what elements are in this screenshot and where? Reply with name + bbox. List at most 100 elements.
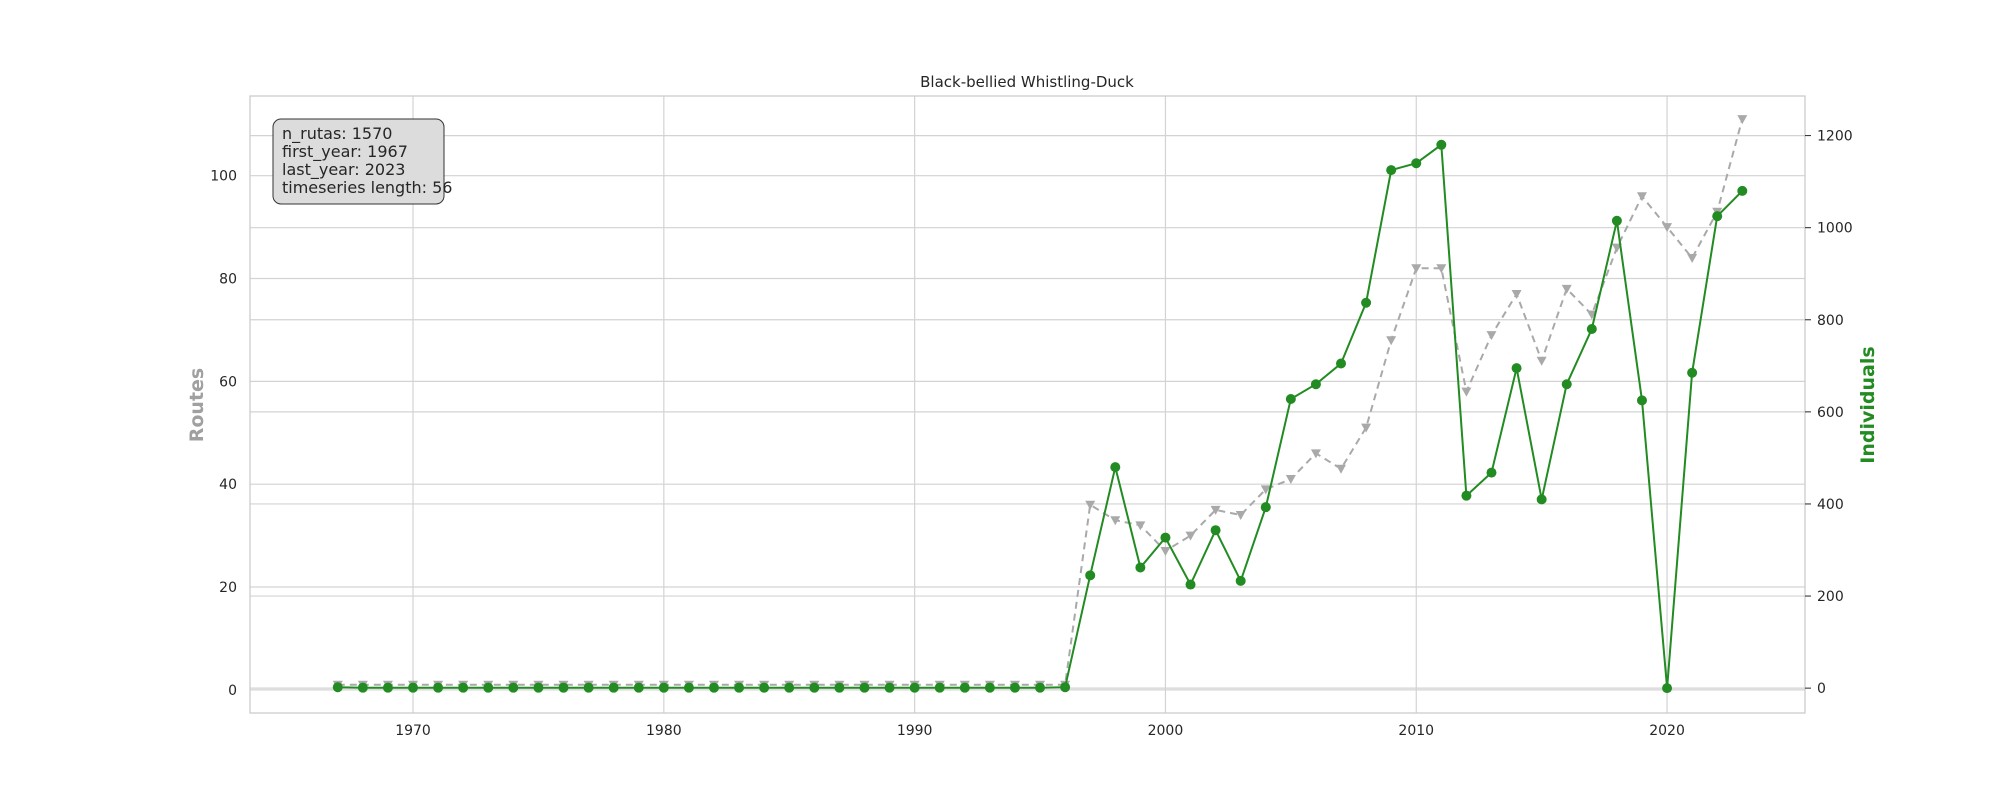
individuals-point bbox=[583, 682, 594, 693]
routes-point bbox=[1185, 531, 1196, 541]
y-left-tick-label: 40 bbox=[219, 477, 237, 493]
individuals-point bbox=[708, 682, 719, 693]
routes-point bbox=[1586, 310, 1597, 320]
individuals-point bbox=[1536, 494, 1547, 505]
individuals-point bbox=[934, 682, 945, 693]
x-tick-label: 1980 bbox=[646, 723, 682, 739]
individuals-point bbox=[558, 682, 569, 693]
individuals-point bbox=[433, 682, 444, 693]
individuals-point bbox=[533, 682, 544, 693]
routes-point bbox=[1110, 516, 1121, 526]
individuals-point bbox=[1511, 363, 1522, 374]
y-left-tick-label: 80 bbox=[219, 272, 237, 288]
individuals-point bbox=[1260, 502, 1271, 513]
individuals-point bbox=[1110, 462, 1121, 473]
routes-point bbox=[1235, 511, 1246, 521]
individuals-point bbox=[1561, 379, 1572, 390]
series-layer bbox=[332, 115, 1748, 694]
individuals-point bbox=[834, 682, 845, 693]
individuals-point bbox=[1009, 682, 1020, 693]
y-right-tick-label: 1000 bbox=[1817, 221, 1853, 237]
routes-point bbox=[1486, 331, 1497, 341]
individuals-point bbox=[1586, 323, 1597, 334]
individuals-point bbox=[1361, 297, 1372, 308]
routes-line bbox=[337, 118, 1744, 686]
individuals-point bbox=[1611, 215, 1622, 226]
routes-point bbox=[1687, 253, 1698, 263]
routes-point bbox=[1085, 500, 1096, 510]
x-tick-label: 1990 bbox=[897, 723, 933, 739]
y-right-tick-label: 800 bbox=[1817, 313, 1844, 329]
info-line: first_year: 1967 bbox=[282, 142, 408, 162]
individuals-point bbox=[1185, 579, 1196, 590]
individuals-point bbox=[859, 682, 870, 693]
y-left-tick-label: 0 bbox=[228, 683, 237, 699]
routes-point bbox=[1285, 475, 1296, 485]
individuals-point bbox=[483, 682, 494, 693]
routes-point bbox=[1260, 485, 1271, 495]
routes-point bbox=[1386, 336, 1397, 346]
individuals-point bbox=[608, 682, 619, 693]
individuals-point bbox=[1285, 393, 1296, 404]
y-right-tick-label: 1200 bbox=[1817, 129, 1853, 145]
individuals-point bbox=[1310, 379, 1321, 390]
info-line: timeseries length: 56 bbox=[282, 178, 452, 197]
individuals-point bbox=[1386, 165, 1397, 176]
x-tick-label: 2010 bbox=[1398, 723, 1434, 739]
routes-point bbox=[1561, 284, 1572, 294]
individuals-point bbox=[633, 682, 644, 693]
individuals-point bbox=[508, 682, 519, 693]
individuals-point bbox=[1135, 562, 1146, 573]
individuals-point bbox=[984, 682, 995, 693]
routes-point bbox=[1210, 505, 1221, 515]
individuals-point bbox=[734, 682, 745, 693]
individuals-point bbox=[1662, 683, 1673, 694]
individuals-point bbox=[382, 682, 393, 693]
y-right-tick-label: 400 bbox=[1817, 497, 1844, 513]
individuals-point bbox=[332, 682, 343, 693]
info-line: last_year: 2023 bbox=[282, 160, 405, 180]
routes-point bbox=[1336, 464, 1347, 474]
routes-point bbox=[1536, 356, 1547, 366]
individuals-point bbox=[1687, 367, 1698, 378]
individuals-point bbox=[1035, 682, 1046, 693]
y-left-tick-label: 60 bbox=[219, 374, 237, 390]
info-box: n_rutas: 1570 first_year: 1967 last_year… bbox=[272, 118, 452, 205]
routes-point bbox=[1511, 289, 1522, 299]
y-right-tick-label: 600 bbox=[1817, 405, 1844, 421]
individuals-point bbox=[1712, 211, 1723, 222]
routes-point bbox=[1310, 449, 1321, 459]
individuals-point bbox=[357, 682, 368, 693]
individuals-point bbox=[1737, 185, 1748, 196]
grid-lines bbox=[250, 96, 1805, 713]
y-left-tick-label: 20 bbox=[219, 580, 237, 596]
routes-point bbox=[1135, 521, 1146, 531]
individuals-point bbox=[458, 682, 469, 693]
individuals-point bbox=[884, 682, 895, 693]
individuals-point bbox=[1486, 467, 1497, 478]
routes-point bbox=[1436, 264, 1447, 274]
individuals-point bbox=[1160, 532, 1171, 543]
x-tick-label: 2000 bbox=[1148, 723, 1184, 739]
y-axis-right-label: Individuals bbox=[1857, 346, 1879, 463]
x-tick-label: 2020 bbox=[1649, 723, 1685, 739]
individuals-point bbox=[909, 682, 920, 693]
routes-point bbox=[1160, 547, 1171, 557]
routes-point bbox=[1737, 115, 1748, 125]
routes-point bbox=[1361, 423, 1372, 433]
info-line: n_rutas: 1570 bbox=[282, 124, 392, 144]
individuals-line bbox=[337, 142, 1744, 689]
x-tick-label: 1970 bbox=[395, 723, 431, 739]
y-axis-left-label: Routes bbox=[186, 368, 208, 443]
individuals-point bbox=[1411, 158, 1422, 169]
routes-point bbox=[1611, 243, 1622, 253]
y-right-tick-label: 200 bbox=[1817, 589, 1844, 605]
individuals-point bbox=[1235, 575, 1246, 586]
routes-point bbox=[1636, 192, 1647, 202]
tick-labels: 1970 1980 1990 2000 2010 20200204060801000200… bbox=[210, 129, 1852, 739]
y-left-tick-label: 100 bbox=[210, 169, 237, 185]
y-right-tick-label: 0 bbox=[1817, 681, 1826, 697]
individuals-point bbox=[683, 682, 694, 693]
routes-point bbox=[1662, 223, 1673, 233]
routes-point bbox=[1461, 387, 1472, 397]
